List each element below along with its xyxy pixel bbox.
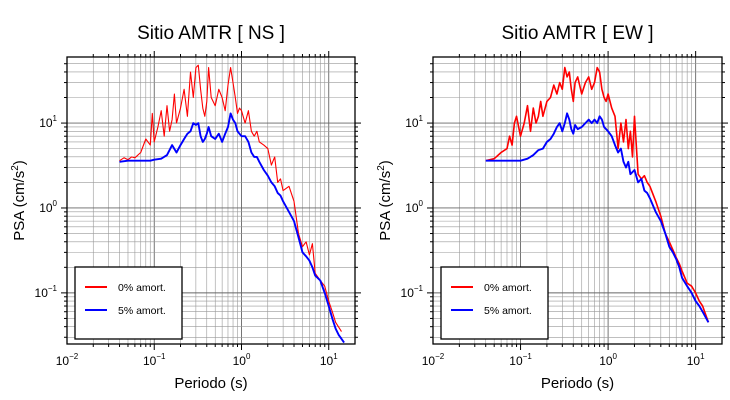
y-tick-label: 10−1 bbox=[401, 284, 424, 300]
x-tick-label: 10−2 bbox=[422, 352, 445, 368]
series-line-0-amort- bbox=[119, 64, 342, 332]
y-axis-label-close: ) bbox=[11, 160, 28, 165]
x-tick-label-exp: 0 bbox=[613, 352, 618, 361]
x-tick-label: 101 bbox=[687, 352, 705, 368]
x-tick-label-base: 10 bbox=[320, 354, 334, 368]
x-tick-label-exp: −2 bbox=[435, 352, 445, 361]
y-axis-label-close: ) bbox=[377, 160, 394, 165]
y-tick-label: 100 bbox=[39, 199, 57, 215]
x-axis-label: Periodo (s) bbox=[541, 375, 614, 392]
y-tick-label-base: 10 bbox=[405, 201, 419, 215]
y-tick-label-base: 10 bbox=[39, 201, 53, 215]
axis-ticks bbox=[61, 51, 361, 350]
legend-box bbox=[440, 266, 549, 340]
legend-entry: 5% amort. bbox=[484, 305, 532, 317]
x-tick-label: 10−1 bbox=[143, 352, 166, 368]
legend-entry: 5% amort. bbox=[118, 305, 166, 317]
series-line-5-amort- bbox=[485, 112, 710, 323]
chart-title: Sitio AMTR [ EW ] bbox=[501, 23, 653, 44]
legend-entry: 0% amort. bbox=[484, 282, 532, 294]
y-tick-label-base: 10 bbox=[35, 286, 49, 300]
y-tick-label-exp: 0 bbox=[419, 199, 424, 208]
y-tick-label-base: 10 bbox=[401, 286, 415, 300]
plot-frame bbox=[432, 56, 723, 345]
x-tick-label: 100 bbox=[599, 352, 617, 368]
x-tick-label-base: 10 bbox=[233, 354, 247, 368]
chart-title: Sitio AMTR [ NS ] bbox=[137, 23, 285, 44]
legend-entry: 0% amort. bbox=[118, 282, 166, 294]
plot-frame bbox=[66, 56, 356, 345]
x-tick-label-exp: −2 bbox=[69, 352, 79, 361]
y-tick-label-base: 10 bbox=[405, 116, 419, 130]
x-tick-label-base: 10 bbox=[687, 354, 701, 368]
x-axis-label: Periodo (s) bbox=[174, 375, 247, 392]
y-tick-label: 100 bbox=[405, 199, 423, 215]
x-tick-label-exp: 0 bbox=[246, 352, 251, 361]
y-tick-label-exp: 0 bbox=[53, 199, 58, 208]
y-axis-label-main: PSA (cm/s bbox=[11, 171, 28, 241]
x-tick-label: 10−1 bbox=[509, 352, 532, 368]
x-tick-label: 10−2 bbox=[56, 352, 79, 368]
y-axis-label-sup: 2 bbox=[10, 165, 21, 171]
x-tick-label-exp: 1 bbox=[333, 352, 338, 361]
y-tick-label: 101 bbox=[405, 114, 423, 130]
y-tick-label-exp: −1 bbox=[48, 284, 58, 293]
x-tick-label-exp: −1 bbox=[523, 352, 533, 361]
y-tick-label-exp: 1 bbox=[53, 114, 58, 123]
y-tick-label-exp: 1 bbox=[419, 114, 424, 123]
y-tick-label-exp: −1 bbox=[414, 284, 424, 293]
x-tick-label-base: 10 bbox=[422, 354, 436, 368]
x-tick-label-exp: 1 bbox=[700, 352, 705, 361]
axis-ticks bbox=[427, 51, 728, 350]
x-tick-label-exp: −1 bbox=[156, 352, 166, 361]
x-tick-label-base: 10 bbox=[143, 354, 157, 368]
x-tick-label-base: 10 bbox=[599, 354, 613, 368]
y-tick-label: 10−1 bbox=[35, 284, 58, 300]
series-line-5-amort- bbox=[119, 112, 345, 344]
legend: 0% amort. 5% amort. bbox=[74, 266, 183, 340]
y-axis-label: PSA (cm/s2) bbox=[376, 160, 394, 241]
y-tick-label-base: 10 bbox=[39, 116, 53, 130]
legend-box bbox=[74, 266, 183, 340]
y-axis-label-sup: 2 bbox=[376, 165, 387, 171]
x-tick-label-base: 10 bbox=[56, 354, 70, 368]
y-tick-label: 101 bbox=[39, 114, 57, 130]
legend: 0% amort. 5% amort. bbox=[440, 266, 549, 340]
y-axis-label-main: PSA (cm/s bbox=[377, 171, 394, 241]
y-axis-label: PSA (cm/s2) bbox=[10, 160, 28, 241]
x-tick-label: 101 bbox=[320, 352, 338, 368]
x-tick-label-base: 10 bbox=[509, 354, 523, 368]
x-tick-label: 100 bbox=[233, 352, 251, 368]
